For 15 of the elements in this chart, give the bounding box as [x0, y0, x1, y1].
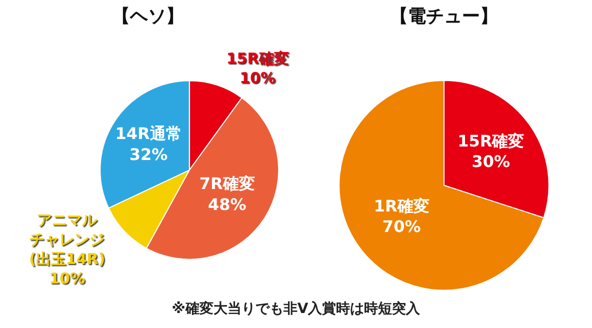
data-label: 32%: [129, 145, 168, 164]
slice-label: 15R確変: [226, 49, 289, 68]
slice-label: 14R通常: [115, 124, 182, 144]
data-label: 30%: [472, 152, 510, 172]
text: ※確変大当りでも非V入賞時は時短突入: [170, 300, 422, 318]
data-label: 70%: [382, 217, 421, 236]
slice-label: アニマルチャレンジ(出玉14R): [29, 210, 106, 268]
slice-label: 15R確変: [458, 131, 524, 150]
slice-label: 1R確変: [374, 196, 430, 216]
data-label: 10%: [240, 68, 276, 87]
data-label: 10%: [49, 269, 86, 288]
data-label: 48%: [208, 194, 246, 214]
slice-label: 7R確変: [199, 174, 255, 194]
chart-title: 【ヘソ】: [112, 6, 184, 27]
chart-title: 【電チュー】: [390, 6, 498, 27]
